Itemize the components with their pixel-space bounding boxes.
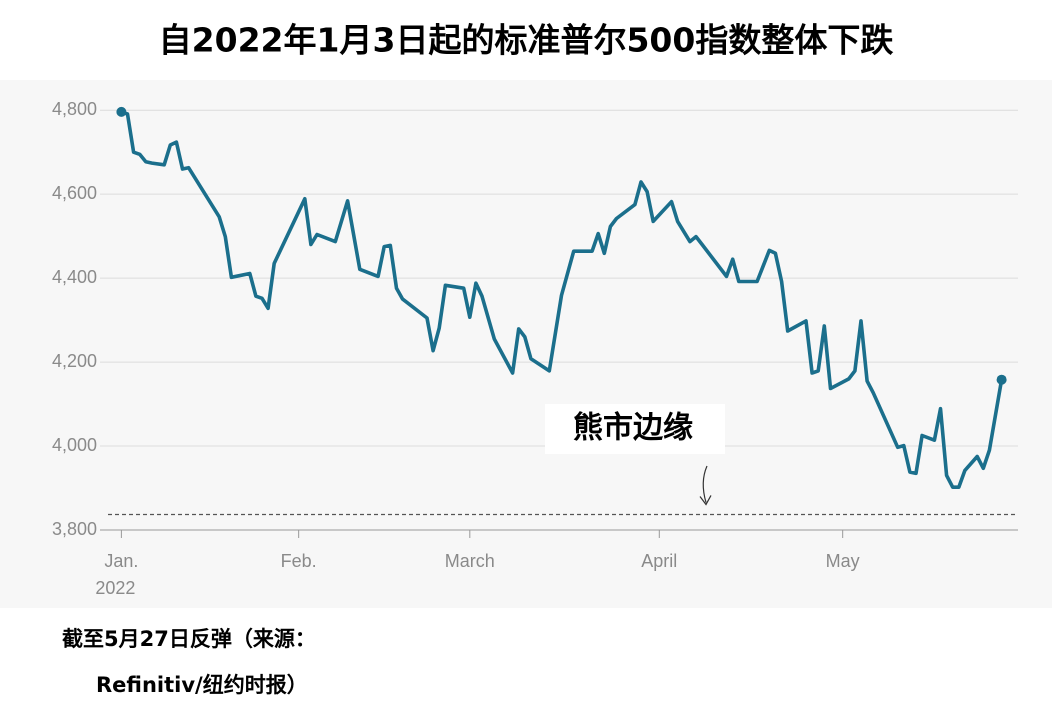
- x-tick-label: April: [641, 551, 677, 571]
- end-point: [116, 106, 127, 117]
- y-tick-label: 4,400: [52, 267, 97, 287]
- annotation-arrow: [699, 465, 712, 506]
- chart-title: 自2022年1月3日起的标准普尔500指数整体下跌: [159, 21, 894, 60]
- footnote: 截至5月27日反弹（来源：: [62, 627, 316, 651]
- y-tick-label: 4,800: [52, 99, 97, 119]
- x-tick-label: Jan.: [104, 551, 138, 571]
- y-tick-label: 4,000: [52, 435, 97, 455]
- y-tick-label: 4,600: [52, 183, 97, 203]
- data-line: [120, 110, 1004, 489]
- x-tick-label: Feb.: [281, 551, 317, 571]
- end-point: [996, 374, 1007, 385]
- footnote: Refinitiv/纽约时报）: [96, 673, 308, 697]
- y-tick-label: 4,200: [52, 351, 97, 371]
- y-tick-label: 3,800: [52, 519, 97, 539]
- x-year-label: 2022: [95, 578, 135, 598]
- annotation-background: [545, 404, 725, 454]
- annotation: 熊市边缘: [573, 411, 693, 446]
- x-tick-label: May: [826, 551, 860, 571]
- x-tick-label: March: [445, 551, 495, 571]
